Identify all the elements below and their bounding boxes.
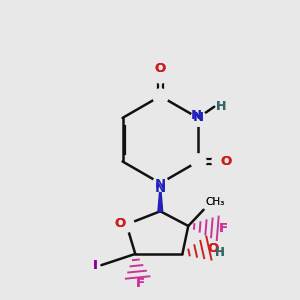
Text: F: F (136, 277, 145, 290)
Text: I: I (93, 259, 98, 272)
Text: O: O (220, 155, 231, 168)
Text: F: F (219, 222, 228, 235)
Text: F: F (136, 277, 145, 290)
Text: N: N (193, 111, 204, 124)
Text: O: O (114, 217, 126, 230)
Text: N: N (191, 109, 202, 122)
Text: I: I (93, 259, 98, 272)
Text: CH₃: CH₃ (205, 197, 224, 207)
Text: CH₃: CH₃ (205, 197, 224, 207)
Text: N: N (155, 182, 166, 195)
Text: N: N (155, 178, 166, 191)
Text: O: O (114, 217, 126, 230)
Text: H: H (215, 100, 226, 113)
Text: O: O (155, 62, 166, 75)
Text: H: H (215, 246, 225, 259)
Text: O: O (155, 62, 166, 75)
Text: O: O (208, 242, 219, 255)
Text: H: H (215, 100, 226, 113)
Text: O: O (208, 242, 219, 255)
Polygon shape (158, 183, 163, 211)
Text: F: F (219, 222, 228, 235)
Text: O: O (220, 155, 231, 168)
Text: H: H (215, 246, 225, 259)
